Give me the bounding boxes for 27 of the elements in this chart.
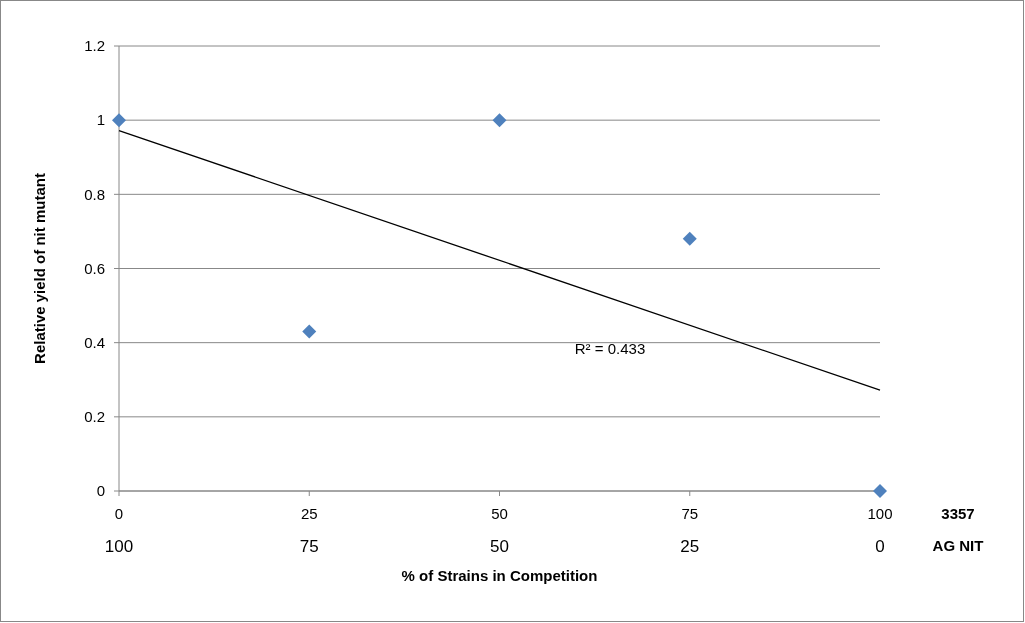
text: AG NIT [932,537,984,555]
y-tick-label: 1.2 [84,37,105,55]
y-tick-label: 0.8 [84,185,105,203]
annotation: R² = 0.433 [574,340,646,357]
y-tick-label: 1 [96,111,105,129]
x2-tick-label: 25 [680,536,700,556]
point [112,113,126,128]
x2-tick-label: 75 [299,536,319,556]
x-tick-label: 25 [300,505,318,523]
x-tick-label: 50 [491,505,508,523]
x-tick-label: 0 [114,505,124,523]
x2-tick-label: 0 [875,536,885,556]
x2-tick-label: 100 [104,536,134,556]
y-tick-label: 0.6 [84,259,105,277]
point [682,231,697,246]
point [492,113,507,128]
y-tick-label: 0.4 [84,333,105,351]
text: 3357 [941,505,975,523]
point [873,484,887,498]
y-tick-label: 0 [96,482,105,500]
x-axis-title: % of Strains in Competition [401,567,598,585]
x-tick-label: 100 [867,505,893,523]
y-axis-title: Relative yield of nit mutant [31,173,49,364]
y-tick-label: 0.2 [84,408,105,426]
x-tick-label: 75 [681,505,699,523]
point [302,324,317,339]
x2-tick-label: 50 [490,536,509,556]
